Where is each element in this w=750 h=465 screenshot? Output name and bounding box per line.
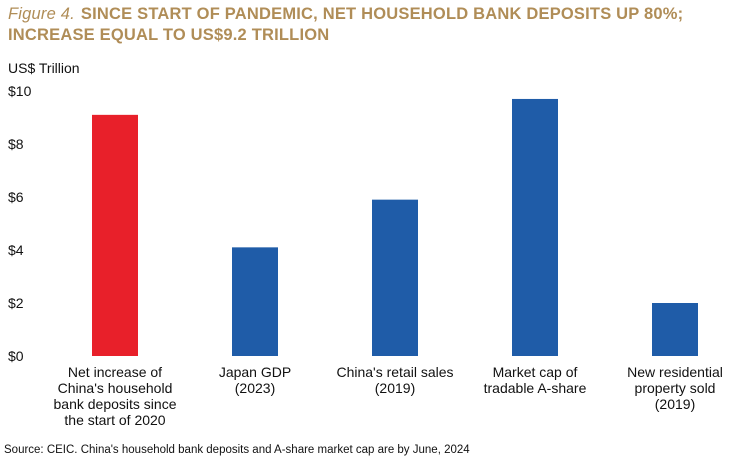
bar	[92, 114, 138, 356]
x-category-label: New residential property sold (2019)	[627, 364, 723, 412]
x-category-label-line: (2023)	[235, 380, 275, 396]
bar-chart: $0 $2 $4 $6 $8 $10 Net increase of China's hous…	[8, 83, 723, 428]
y-tick-label: $4	[8, 242, 24, 258]
x-category-label: China's retail sales (2019)	[336, 364, 453, 396]
x-category-label-line: (2019)	[375, 380, 415, 396]
x-category-label-line: Net increase of	[68, 364, 162, 380]
figure-label: Figure 4.	[8, 5, 75, 23]
y-tick-label: $2	[8, 295, 24, 311]
x-category-label-line: Market cap of	[493, 364, 578, 380]
y-axis-unit-label: US$ Trillion	[8, 60, 80, 76]
x-category-label-line: tradable A-share	[484, 380, 587, 396]
x-category-label: Net increase of China's household bank dep…	[54, 364, 177, 428]
x-category-label-line: New residential	[627, 364, 723, 380]
x-category-label-line: China's household	[58, 380, 173, 396]
bar	[512, 98, 558, 356]
x-category-label: Japan GDP (2023)	[219, 364, 291, 396]
title-line-2: INCREASE EQUAL TO US$9.2 TRILLION	[8, 26, 330, 44]
chart-title: Figure 4. SINCE START OF PANDEMIC, NET HO…	[8, 4, 748, 46]
x-category-label-line: China's retail sales	[336, 364, 453, 380]
x-category-label-line: bank deposits since	[54, 396, 177, 412]
y-tick-label: $10	[8, 83, 32, 99]
bar	[652, 303, 698, 356]
x-category-label-line: the start of 2020	[64, 412, 165, 428]
x-category-label: Market cap of tradable A-share	[484, 364, 587, 396]
y-tick-label: $0	[8, 348, 24, 364]
title-line-1: SINCE START OF PANDEMIC, NET HOUSEHOLD B…	[80, 5, 684, 23]
bar	[372, 199, 418, 356]
x-category-label-line: (2019)	[655, 396, 695, 412]
y-tick-label: $6	[8, 189, 24, 205]
bar	[232, 247, 278, 356]
y-tick-label: $8	[8, 136, 24, 152]
source-note: Source: CEIC. China's household bank dep…	[4, 444, 470, 456]
x-category-label-line: property sold	[635, 380, 716, 396]
x-category-label-line: Japan GDP	[219, 364, 291, 380]
